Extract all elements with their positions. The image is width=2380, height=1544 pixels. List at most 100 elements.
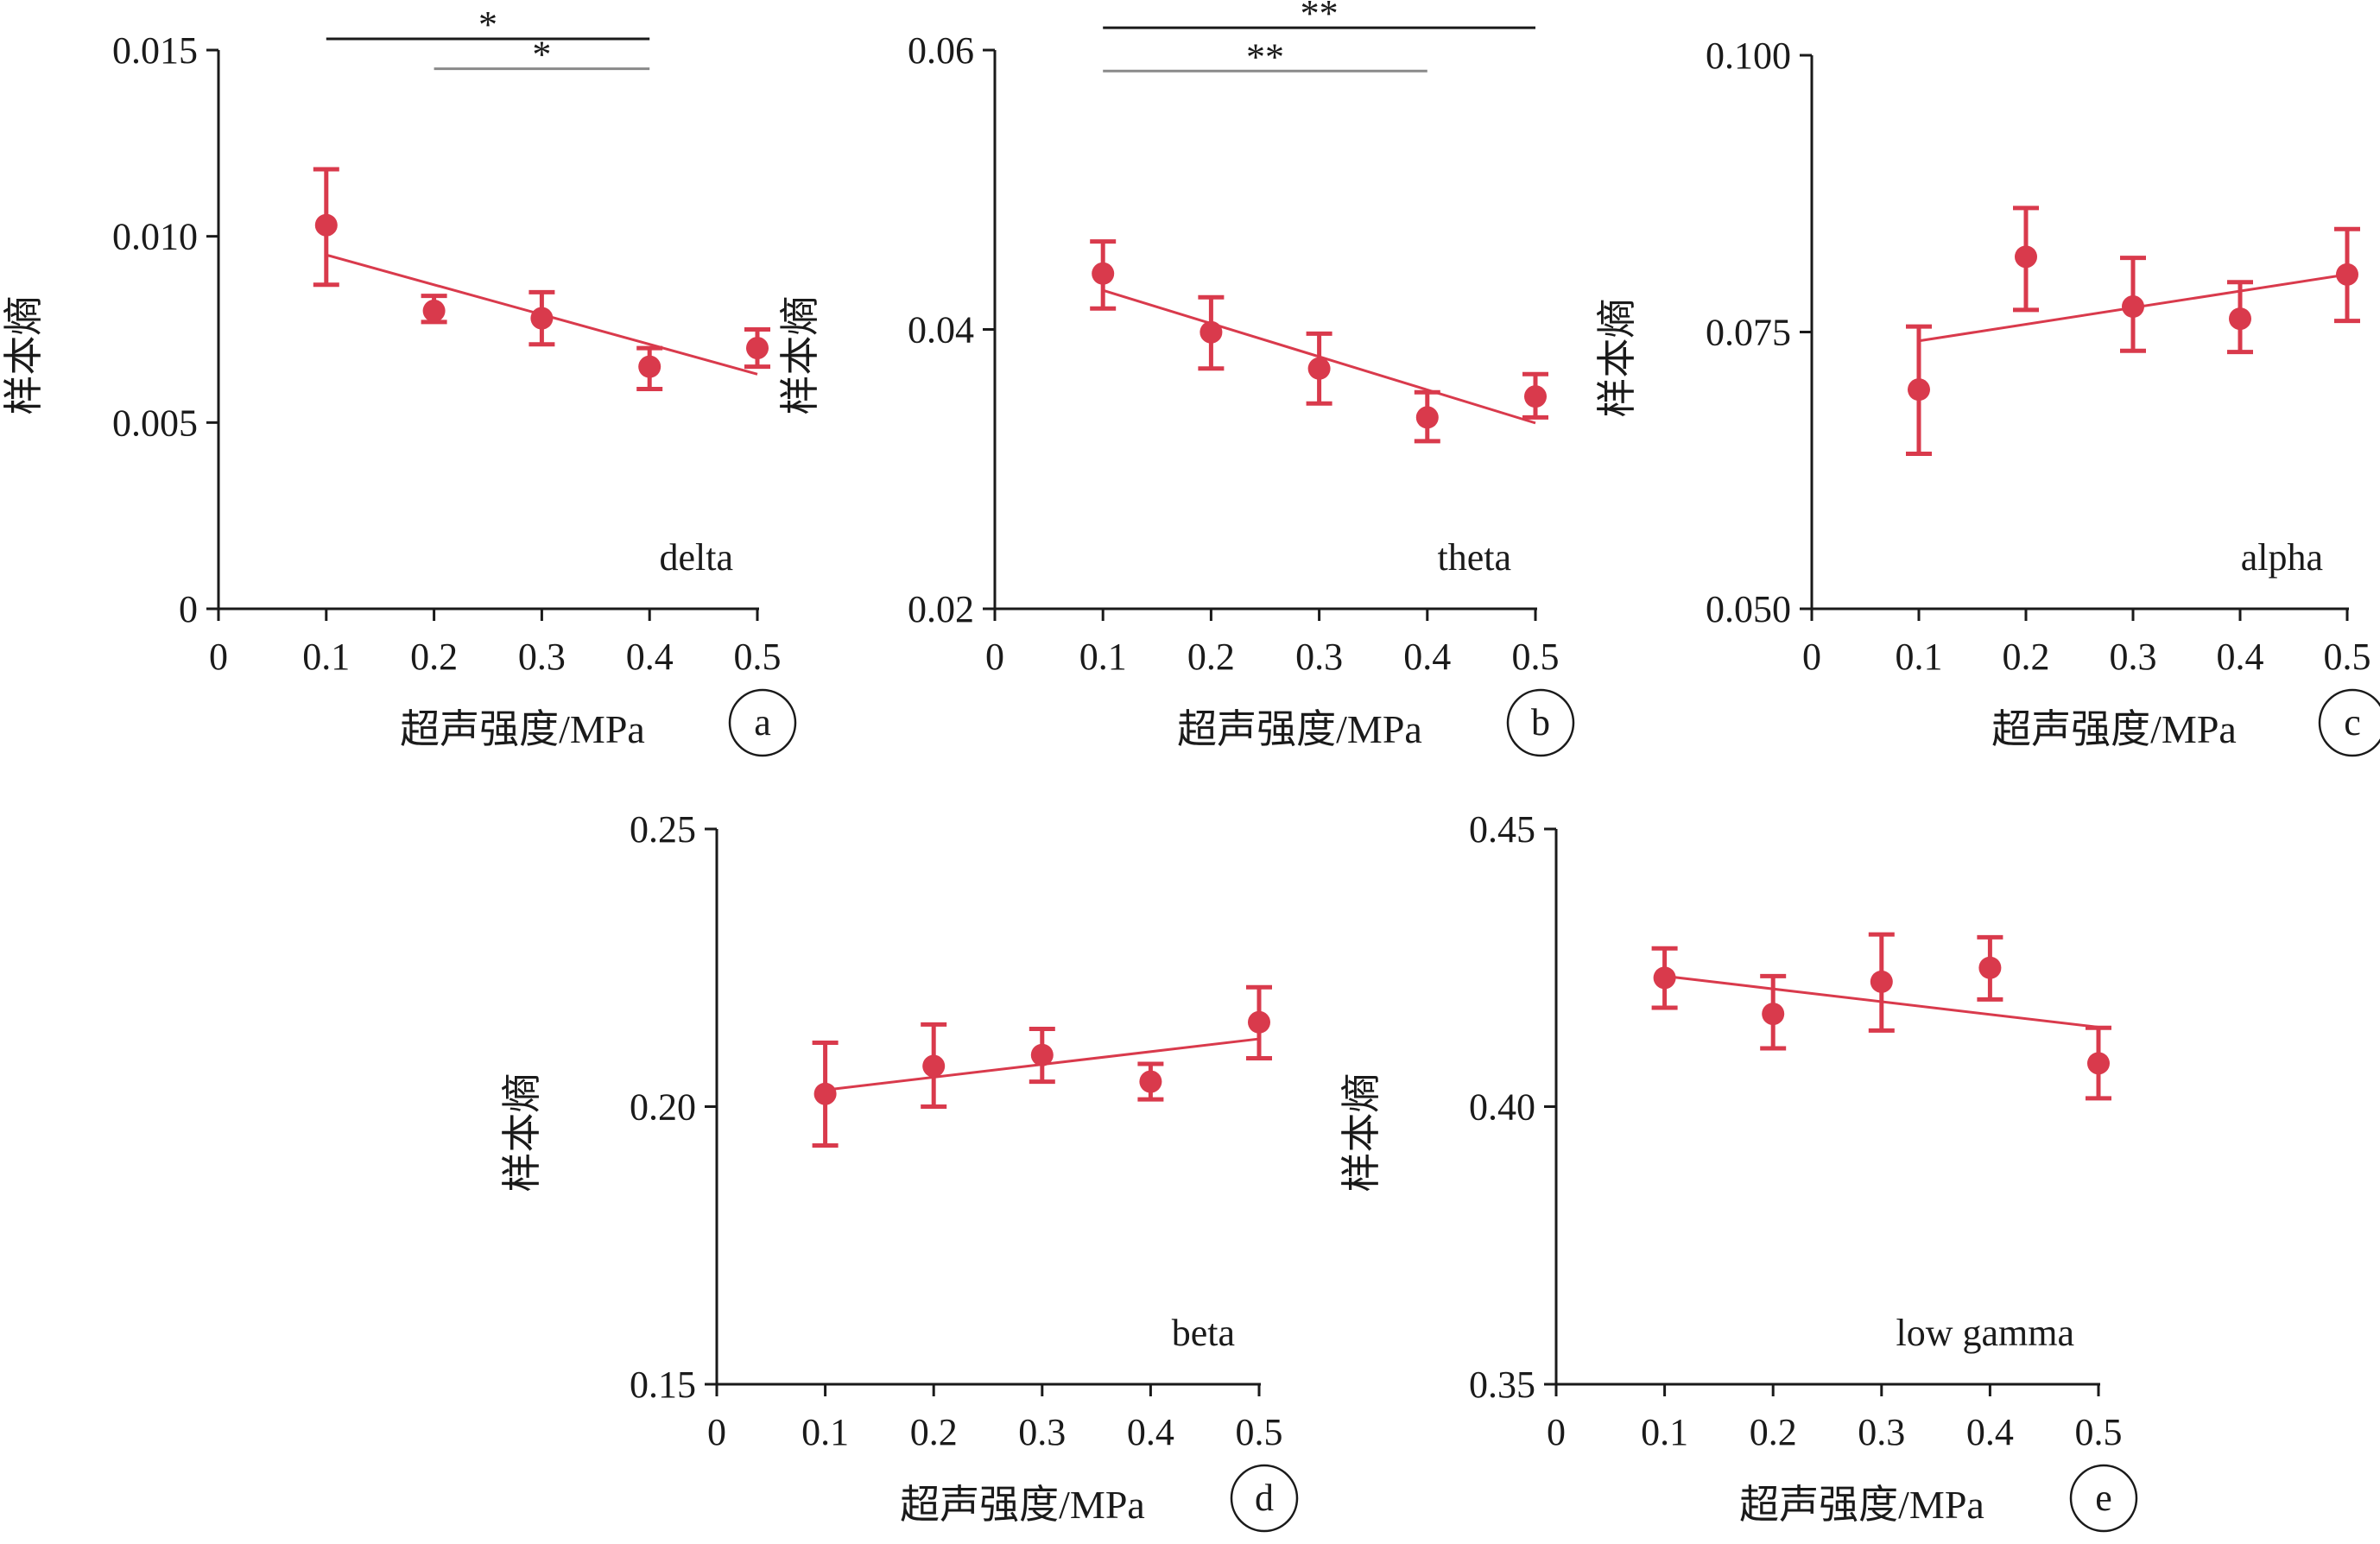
x-tick-label: 0 xyxy=(1802,636,1821,678)
y-axis-label: 样本熵 xyxy=(500,1073,544,1193)
significance-label: * xyxy=(532,34,551,76)
data-point xyxy=(1030,1043,1054,1066)
chart-panel-c: 0 0.1 0.2 0.3 0.4 0.5 0.050 0.075 0.100 样本熵超声强度/M… xyxy=(1595,35,2380,757)
data-point xyxy=(1870,970,1893,993)
x-tick-label: 0.3 xyxy=(1858,1411,1905,1453)
y-axis-label: 样本熵 xyxy=(2,296,46,415)
panel-letter: e xyxy=(2095,1477,2112,1519)
y-tick-label: 0.005 xyxy=(112,402,198,444)
x-tick-label: 0.2 xyxy=(1187,636,1235,678)
x-tick-label: 0.1 xyxy=(1896,636,1943,678)
data-point xyxy=(2015,245,2037,269)
x-tick-label: 0.2 xyxy=(410,636,458,678)
data-point xyxy=(1199,320,1223,344)
panel-letter: d xyxy=(1255,1477,1274,1519)
data-point xyxy=(1415,406,1439,429)
significance-label: ** xyxy=(1301,0,1339,35)
panel-letter: b xyxy=(1531,701,1550,744)
panel-letter-circle xyxy=(1230,1464,1299,1533)
x-tick-label: 0.2 xyxy=(2003,636,2050,678)
data-point xyxy=(1139,1070,1162,1093)
data-point xyxy=(1092,262,1115,285)
x-tick-label: 0 xyxy=(985,636,1004,678)
y-tick-label: 0.075 xyxy=(1706,312,1791,354)
data-point xyxy=(746,337,769,360)
x-tick-label: 0.3 xyxy=(1018,1411,1066,1453)
y-axis-label: 样本熵 xyxy=(1339,1073,1383,1193)
y-tick-label: 0.015 xyxy=(112,29,198,72)
data-point xyxy=(1978,956,2002,979)
panel-letter-circle xyxy=(2069,1464,2138,1533)
data-point xyxy=(2122,295,2144,319)
data-point xyxy=(1248,1010,1270,1034)
band-label: theta xyxy=(1437,536,1511,579)
band-label: low gamma xyxy=(1896,1312,2074,1354)
chart-panel-a: 0 0.1 0.2 0.3 0.4 0.5 0 0.005 0.010 0.015 样本熵超声强度/… xyxy=(2,3,797,757)
band-label: beta xyxy=(1172,1312,1235,1354)
x-tick-label: 0 xyxy=(707,1411,726,1453)
x-tick-label: 0.1 xyxy=(1641,1411,1688,1453)
x-tick-label: 0.4 xyxy=(626,636,674,678)
x-tick-label: 0.1 xyxy=(302,636,350,678)
y-axis-label: 样本熵 xyxy=(1595,299,1639,418)
x-tick-label: 0.4 xyxy=(1127,1411,1174,1453)
y-tick-label: 0.02 xyxy=(908,588,974,630)
x-tick-label: 0.1 xyxy=(1079,636,1127,678)
y-tick-label: 0.25 xyxy=(630,808,696,851)
x-tick-label: 0.5 xyxy=(1512,636,1560,678)
panel-letter-circle xyxy=(728,688,797,757)
significance-label: * xyxy=(478,3,497,46)
y-tick-label: 0.40 xyxy=(1469,1086,1535,1129)
x-tick-label: 0 xyxy=(209,636,228,678)
x-axis-label: 超声强度/MPa xyxy=(900,1483,1145,1527)
x-tick-label: 0.3 xyxy=(2110,636,2157,678)
data-point xyxy=(2229,307,2251,331)
y-tick-label: 0 xyxy=(179,588,198,630)
data-point xyxy=(1524,385,1547,408)
x-tick-label: 0.5 xyxy=(1236,1411,1283,1453)
x-tick-label: 0.5 xyxy=(734,636,782,678)
y-tick-label: 0.15 xyxy=(630,1364,696,1406)
data-point xyxy=(2336,263,2358,286)
data-point xyxy=(1307,357,1331,380)
x-axis-label: 超声强度/MPa xyxy=(1991,707,2237,751)
x-tick-label: 0 xyxy=(1547,1411,1566,1453)
x-tick-label: 0.5 xyxy=(2075,1411,2123,1453)
y-tick-label: 0.050 xyxy=(1706,588,1791,630)
x-axis-label: 超声强度/MPa xyxy=(1739,1483,1984,1527)
y-tick-label: 0.100 xyxy=(1706,35,1791,77)
data-point xyxy=(2087,1052,2110,1075)
y-tick-label: 0.35 xyxy=(1469,1364,1535,1406)
panel-letter-circle xyxy=(2318,688,2380,757)
panel-letter: c xyxy=(2344,701,2361,744)
data-point xyxy=(638,355,661,378)
data-point xyxy=(1653,966,1676,990)
x-tick-label: 0.3 xyxy=(518,636,566,678)
panel-letter-circle xyxy=(1506,688,1575,757)
x-tick-label: 0.5 xyxy=(2324,636,2371,678)
panel-letter: a xyxy=(754,701,771,744)
x-tick-label: 0.4 xyxy=(1403,636,1451,678)
data-point xyxy=(530,307,554,330)
significance-label: ** xyxy=(1246,35,1284,78)
y-tick-label: 0.06 xyxy=(908,29,974,72)
x-axis-label: 超声强度/MPa xyxy=(1177,707,1422,751)
y-tick-label: 0.45 xyxy=(1469,808,1535,851)
data-point xyxy=(1762,1003,1785,1026)
x-tick-label: 0.1 xyxy=(801,1411,849,1453)
band-label: delta xyxy=(659,536,733,579)
data-point xyxy=(314,213,338,237)
y-axis-label: 样本熵 xyxy=(778,296,822,415)
x-tick-label: 0.3 xyxy=(1295,636,1343,678)
x-tick-label: 0.4 xyxy=(1966,1411,2014,1453)
data-point xyxy=(422,299,446,322)
x-tick-label: 0.2 xyxy=(1750,1411,1797,1453)
y-tick-label: 0.010 xyxy=(112,216,198,258)
data-point xyxy=(813,1082,837,1105)
y-tick-label: 0.04 xyxy=(908,309,974,351)
band-label: alpha xyxy=(2241,536,2323,579)
